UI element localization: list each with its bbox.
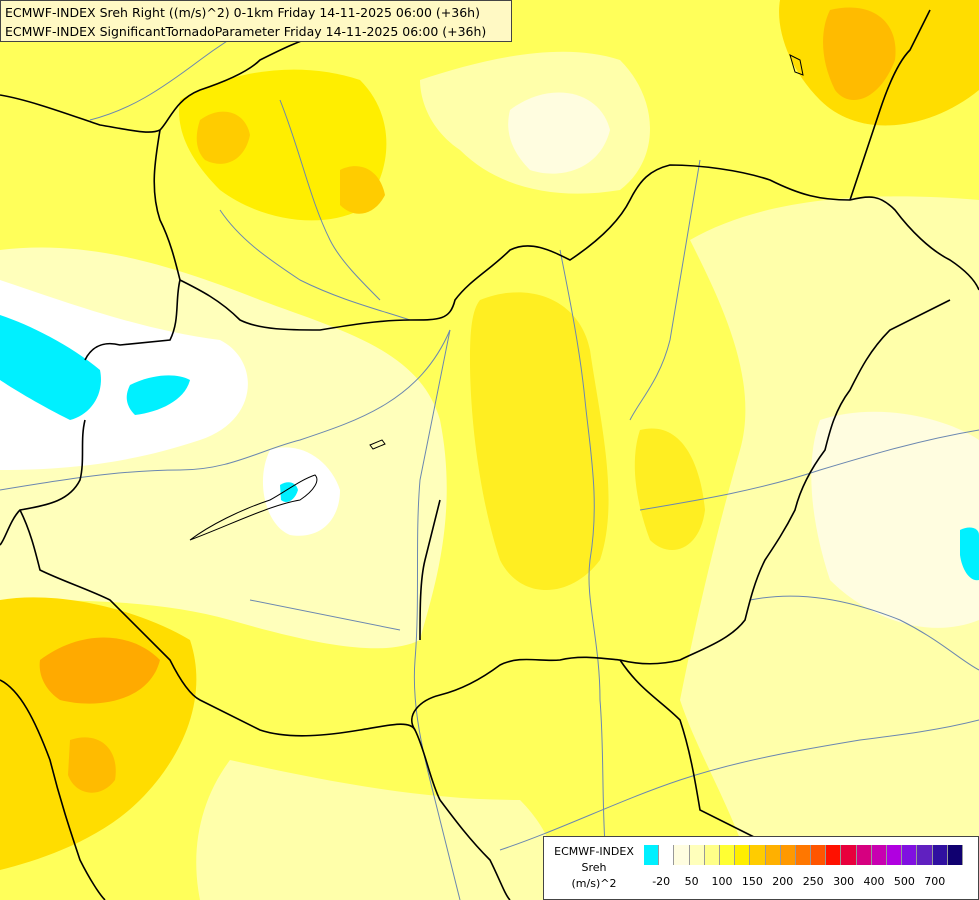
legend-swatch [917,845,933,865]
gold-field-north [179,69,387,221]
map-title-box: ECMWF-INDEX Sreh Right ((m/s)^2) 0-1km F… [0,0,512,42]
balaton-outline [189,474,318,541]
legend-swatch [826,845,842,865]
legend-ticks: -20 50 100 150 200 250 300 400 500 700 [644,875,974,891]
legend-swatch [704,845,720,865]
legend-tick-label: 500 [893,875,915,888]
legend-tick-label: 400 [863,875,885,888]
cyan-patch-east [960,527,979,581]
legend-swatch [856,845,872,865]
legend-tick-label: 100 [711,875,733,888]
legend-swatch [932,845,948,865]
country-borders [0,9,979,900]
cyan-patch-lake [0,315,101,420]
legend-tick-label: 300 [833,875,855,888]
legend-swatch [735,845,751,865]
gold-field-center [470,292,609,590]
legend-swatch [947,845,963,865]
legend-swatch [719,845,736,865]
legend-swatch [689,845,705,865]
legend-tick-label: -20 [652,875,671,888]
legend-unit: (m/s)^2 [571,877,617,890]
legend-swatch [841,845,857,865]
map-title-line-1: ECMWF-INDEX Sreh Right ((m/s)^2) 0-1km F… [5,5,480,20]
legend-source: ECMWF-INDEX [554,845,634,858]
color-legend: ECMWF-INDEX Sreh (m/s)^2 -20 50 100 150 200 2… [543,836,979,900]
legend-variable: Sreh [581,861,607,874]
cyan-patch-small [126,375,190,415]
legend-swatches [644,845,963,865]
small-lake-east [789,54,804,76]
very-pale-field [508,92,610,174]
legend-swatch [795,845,812,865]
legend-swatch [644,845,660,865]
legend-swatch [750,845,766,865]
legend-tick-label: 200 [772,875,794,888]
cyan-patch-balaton [280,482,298,502]
legend-swatch [887,845,903,865]
orange-field-north [196,111,250,164]
pale-field-south [196,760,560,900]
legend-swatch [659,845,675,865]
legend-tick-label: 700 [924,875,946,888]
legend-swatch [902,845,918,865]
legend-swatch [780,845,796,865]
legend-swatch [871,845,887,865]
orange-field-northeast [823,7,896,100]
gold-field-center2 [634,428,705,550]
white-field-center [262,447,340,536]
map-title-line-2: ECMWF-INDEX SignificantTornadoParameter … [5,24,487,39]
white-field-west [0,280,248,470]
legend-swatch [811,845,827,865]
small-lake [369,439,386,450]
very-pale-field-east [811,411,979,628]
orange-field-southwest2 [68,737,116,793]
legend-swatch [765,845,781,865]
legend-swatch [674,845,690,865]
orange-field-southwest [39,637,160,704]
legend-tick-label: 50 [684,875,699,888]
legend-tick-label: 150 [741,875,763,888]
orange-field-north2 [340,166,385,214]
legend-tick-label: 250 [802,875,824,888]
